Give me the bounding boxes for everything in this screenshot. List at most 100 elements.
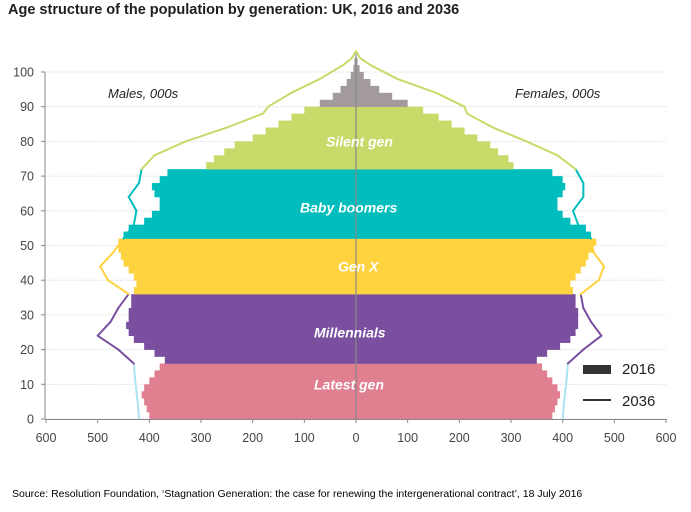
bar-female-age-82 [356,127,465,135]
bar-male-age-4 [144,398,356,406]
bar-male-age-28 [128,314,356,323]
x-tick-label-12: 600 [656,431,677,445]
line-2036-female-age-104 [355,50,362,60]
bar-female-age-40 [356,273,576,281]
x-tick-label-2: 400 [139,431,160,445]
bar-female-age-66 [356,183,566,191]
bar-female-age-26 [356,321,579,330]
line-2036-female-age-60 [572,195,585,212]
x-tick-label-4: 200 [242,431,263,445]
line-2036-female-age-24 [590,320,603,337]
bar-female-age-64 [356,189,563,198]
y-tick-label-80: 80 [20,135,34,149]
line-2036-female-age-98 [369,64,399,80]
bar-female-age-16 [356,356,537,364]
bar-male-age-78 [234,141,356,149]
bar-male-age-50 [118,238,356,246]
bar-female-age-58 [356,210,563,219]
bar-male-age-62 [159,196,356,205]
legend-2016-label: 2016 [622,361,655,378]
bar-female-age-42 [356,266,581,274]
bar-female-age-96 [356,78,371,87]
bar-female-age-20 [356,342,561,350]
line-2036-male-age-72 [140,154,156,171]
bar-female-age-38 [356,280,571,288]
bar-female-age-30 [356,307,579,316]
y-tick-label-0: 0 [27,413,34,427]
bar-male-age-8 [144,384,356,392]
line-2036-male-age-36 [107,279,130,296]
line-2036-male-age-76 [153,140,187,157]
bar-male-age-94 [340,85,356,94]
line-2036-male-age-32 [117,293,130,309]
bar-male-age-88 [304,106,356,114]
bar-female-age-88 [356,106,424,114]
line-2036-female-age-16 [566,348,585,365]
bar-female-age-98 [356,72,364,80]
x-tick-label-8: 200 [449,431,470,445]
line-2036-male-age-20 [96,334,120,351]
line-2036-female-age-72 [556,154,577,171]
line-2036-female-age-36 [579,279,600,296]
line-2036-female-age-44 [592,251,605,268]
population-pyramid-chart: 0 10 20 30 40 50 60 70 80 90 100 600 500 400 300 200 100… [13,50,677,445]
bar-female-age-34 [356,294,576,302]
bar-male-age-48 [118,245,356,253]
bar-female-age-28 [356,314,579,323]
line-2036-male-age-88 [262,105,270,115]
bar-male-age-98 [350,72,356,80]
line-2036-male-age-8 [133,376,138,393]
bar-female-age-86 [356,113,439,121]
bar-male-age-58 [151,210,356,219]
bar-female-age-18 [356,349,548,357]
bar-female-age-90 [356,99,408,107]
bar-male-age-46 [120,252,357,260]
line-2036-male-age-98 [318,64,345,80]
bar-female-age-100 [356,65,360,73]
y-tick-label-30: 30 [20,308,34,322]
bar-female-age-102 [356,58,358,66]
line-2036-female-age-32 [579,293,585,309]
y-tick-label-90: 90 [20,100,34,114]
line-2036-female-age-0 [561,404,565,420]
generation-label-4: Silent gen [326,133,393,149]
y-tick-label-40: 40 [20,274,34,288]
bar-male-age-52 [123,231,356,239]
bar-female-age-84 [356,120,452,128]
line-2036-female-age-88 [463,105,469,115]
bar-male-age-16 [164,356,356,364]
bar-female-age-92 [356,92,393,101]
line-2036-male-age-16 [117,348,135,365]
line-2036-female-age-84 [466,112,494,129]
bar-female-age-68 [356,176,563,184]
line-2036-male-age-94 [290,77,321,94]
bar-male-age-64 [154,189,356,198]
bar-male-age-20 [144,342,356,350]
generation-labels: Latest gen Millennials Gen X Baby boomers Si… [300,133,397,392]
line-2036-female-age-20 [582,334,603,351]
line-2036-male-age-90 [267,91,293,108]
bar-male-age-90 [319,99,356,107]
y-tick-label-100: 100 [13,66,34,80]
bar-female-age-32 [356,301,576,309]
line-2036-male-age-102 [342,57,353,67]
generation-label-3: Baby boomers [300,199,397,215]
line-2036-female-age-4 [562,390,567,407]
line-2036-female-age-80 [491,126,528,143]
bar-female-age-2 [356,405,555,413]
bar-female-age-36 [356,287,573,295]
y-tick-label-70: 70 [20,170,34,184]
generation-label-1: Millennials [314,324,386,340]
bar-male-age-30 [128,307,356,316]
bar-female-age-70 [356,169,553,177]
y-tick-label-20: 20 [20,343,34,357]
y-tick-label-50: 50 [20,239,34,253]
bar-male-age-26 [126,321,356,330]
bar-male-age-36 [133,287,356,295]
line-2036-male-age-24 [96,320,112,337]
x-tick-label-9: 300 [501,431,522,445]
line-2036-male-age-48 [112,237,125,254]
x-tick-label-11: 500 [604,431,625,445]
y-tick-label-10: 10 [20,378,34,392]
bar-male-age-70 [167,169,356,177]
